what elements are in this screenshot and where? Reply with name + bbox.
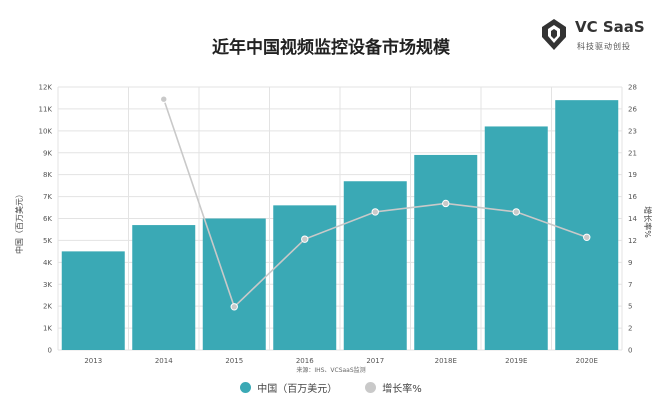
y2-tick-label: 9 bbox=[628, 259, 632, 267]
growth-line-series bbox=[160, 95, 591, 311]
legend-item-bar: 中国（百万美元） bbox=[240, 380, 337, 395]
logo-tagline: 科技驱动创投 bbox=[577, 42, 631, 51]
bar bbox=[132, 225, 196, 350]
x-tick-label: 2017 bbox=[366, 357, 384, 365]
y2-tick-label: 12 bbox=[628, 237, 637, 245]
legend-swatch-line bbox=[365, 382, 377, 393]
bar bbox=[273, 205, 337, 350]
y2-tick-label: 16 bbox=[628, 193, 637, 201]
legend-swatch-bar bbox=[240, 382, 252, 393]
x-tick-label: 2013 bbox=[84, 357, 102, 365]
logo-name: VC SaaS bbox=[575, 18, 645, 36]
y2-tick-label: 14 bbox=[628, 215, 637, 223]
y-tick-label: 9K bbox=[43, 149, 52, 157]
growth-point bbox=[371, 208, 379, 216]
legend-item-line: 增长率% bbox=[365, 380, 422, 395]
x-tick-label: 2014 bbox=[155, 357, 173, 365]
y2-tick-label: 26 bbox=[628, 105, 637, 113]
y2-tick-label: 28 bbox=[628, 84, 637, 92]
y2-tick-label: 23 bbox=[628, 127, 637, 135]
y-tick-label: 4K bbox=[43, 259, 52, 267]
legend-label-bar: 中国（百万美元） bbox=[257, 384, 338, 395]
y-tick-label: 12K bbox=[39, 84, 53, 92]
y-tick-label: 0 bbox=[48, 347, 52, 355]
bar bbox=[555, 100, 619, 351]
x-tick-label: 2018E bbox=[435, 357, 457, 365]
y2-tick-label: 5 bbox=[628, 303, 632, 311]
y-tick-label: 11K bbox=[39, 105, 53, 113]
y2-tick-label: 19 bbox=[628, 171, 637, 179]
legend-label-line: 增长率% bbox=[382, 384, 422, 395]
chart-title: 近年中国视频监控设备市场规模 bbox=[212, 38, 450, 58]
growth-point bbox=[160, 95, 168, 103]
growth-point bbox=[301, 235, 309, 243]
x-tick-label: 2020E bbox=[576, 357, 598, 365]
brand-logo: VC SaaS 科技驱动创投 bbox=[539, 14, 657, 60]
y-tick-label: 5K bbox=[43, 237, 52, 245]
y-tick-label: 8K bbox=[43, 171, 52, 179]
y-tick-label: 7K bbox=[43, 193, 52, 201]
y2-tick-label: 7 bbox=[628, 281, 632, 289]
left-axis-title: 中国（百万美元） bbox=[14, 190, 24, 254]
growth-point bbox=[442, 199, 450, 208]
growth-point bbox=[230, 303, 238, 311]
x-tick-label: 2015 bbox=[225, 357, 243, 365]
growth-point bbox=[583, 233, 591, 241]
y-tick-label: 3K bbox=[43, 281, 52, 289]
y-tick-label: 1K bbox=[43, 325, 52, 333]
growth-point bbox=[512, 208, 520, 216]
y2-tick-label: 21 bbox=[628, 149, 637, 157]
right-axis-ticks: 0 2 5 7 9 12 14 16 19 21 23 26 28 bbox=[628, 84, 637, 355]
y-tick-label: 10K bbox=[39, 127, 53, 135]
right-axis-title: 增长率% bbox=[643, 206, 653, 238]
left-axis-ticks: 0 1K 2K 3K 4K 5K 6K 7K 8K 9K 10K 11K 12K bbox=[39, 84, 53, 355]
x-tick-label: 2016 bbox=[296, 357, 314, 365]
bar bbox=[202, 218, 266, 350]
x-tick-label: 2019E bbox=[505, 357, 527, 365]
y2-tick-label: 0 bbox=[628, 347, 632, 355]
source-note: 来源：IHS、VCSaaS监测 bbox=[296, 367, 366, 374]
legend: 中国（百万美元） 增长率% bbox=[0, 380, 662, 395]
bar bbox=[343, 181, 407, 350]
bar bbox=[414, 154, 478, 350]
logo-mark-icon bbox=[542, 19, 566, 50]
y-tick-label: 2K bbox=[43, 303, 52, 311]
y-tick-label: 6K bbox=[43, 215, 52, 223]
x-axis-ticks: 2013 2014 2015 2016 2017 2018E 2019E 2020E bbox=[84, 357, 598, 365]
bar bbox=[484, 126, 548, 350]
bar bbox=[61, 251, 125, 350]
y2-tick-label: 2 bbox=[628, 325, 632, 333]
